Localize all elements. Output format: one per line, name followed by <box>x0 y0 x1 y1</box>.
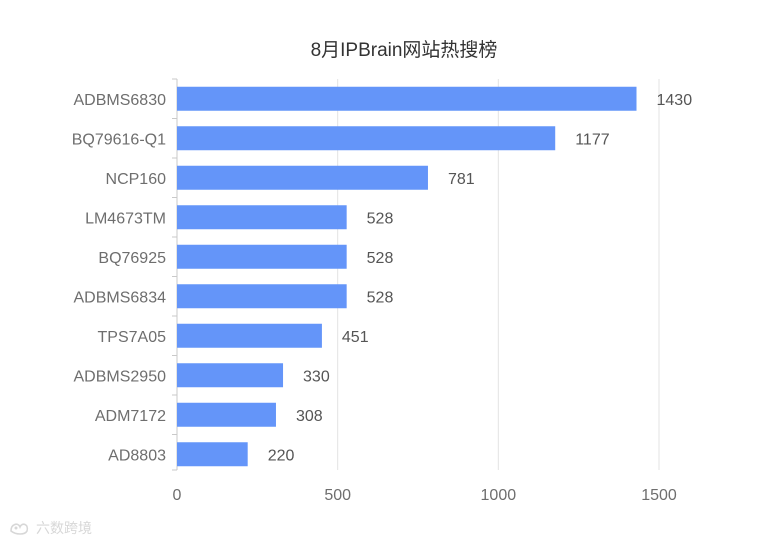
bar <box>177 363 284 388</box>
category-label: AD8803 <box>108 447 166 464</box>
category-label: ADBMS6834 <box>74 289 167 306</box>
category-label: LM4673TM <box>85 210 166 227</box>
data-label: 528 <box>367 250 394 267</box>
data-label: 1177 <box>575 131 610 148</box>
bar <box>177 205 347 230</box>
bar <box>177 402 276 427</box>
data-label: 330 <box>303 368 330 385</box>
logo-icon <box>10 523 29 535</box>
category-label: NCP160 <box>106 171 167 188</box>
x-tick-label: 1500 <box>641 487 677 504</box>
x-tick-label: 0 <box>173 487 182 504</box>
data-label: 781 <box>448 171 475 188</box>
data-label: 528 <box>367 210 394 227</box>
bar <box>177 165 428 190</box>
bar <box>177 126 556 151</box>
category-label: ADBMS2950 <box>74 368 167 385</box>
category-label: BQ79616-Q1 <box>72 131 166 148</box>
axis-layer: 0 500 1000 1500 ADBMS6830 BQ79616-Q1 NCP160 LM4… <box>72 78 677 504</box>
data-label: 220 <box>268 447 295 464</box>
label-layer: 1430 1177 781 528 528 528 451 330 308 220 <box>268 92 693 465</box>
bar-layer <box>177 86 637 467</box>
category-label: BQ76925 <box>98 250 166 267</box>
bar <box>177 86 637 111</box>
data-label: 451 <box>342 329 369 346</box>
bar <box>177 284 347 309</box>
bar <box>177 323 322 348</box>
x-tick-label: 500 <box>324 487 351 504</box>
bar <box>177 442 248 467</box>
watermark: 六数跨境 <box>8 516 92 540</box>
category-label: ADBMS6830 <box>74 92 167 109</box>
category-label: TPS7A05 <box>98 329 167 346</box>
data-label: 1430 <box>657 92 693 109</box>
x-tick-label: 1000 <box>481 487 517 504</box>
bar <box>177 244 347 269</box>
data-label: 528 <box>367 289 394 306</box>
chart-title: 8月IPBrain网站热搜榜 <box>311 39 498 61</box>
watermark-text: 六数跨境 <box>36 520 92 536</box>
category-label: ADM7172 <box>95 408 166 425</box>
data-label: 308 <box>296 408 323 425</box>
